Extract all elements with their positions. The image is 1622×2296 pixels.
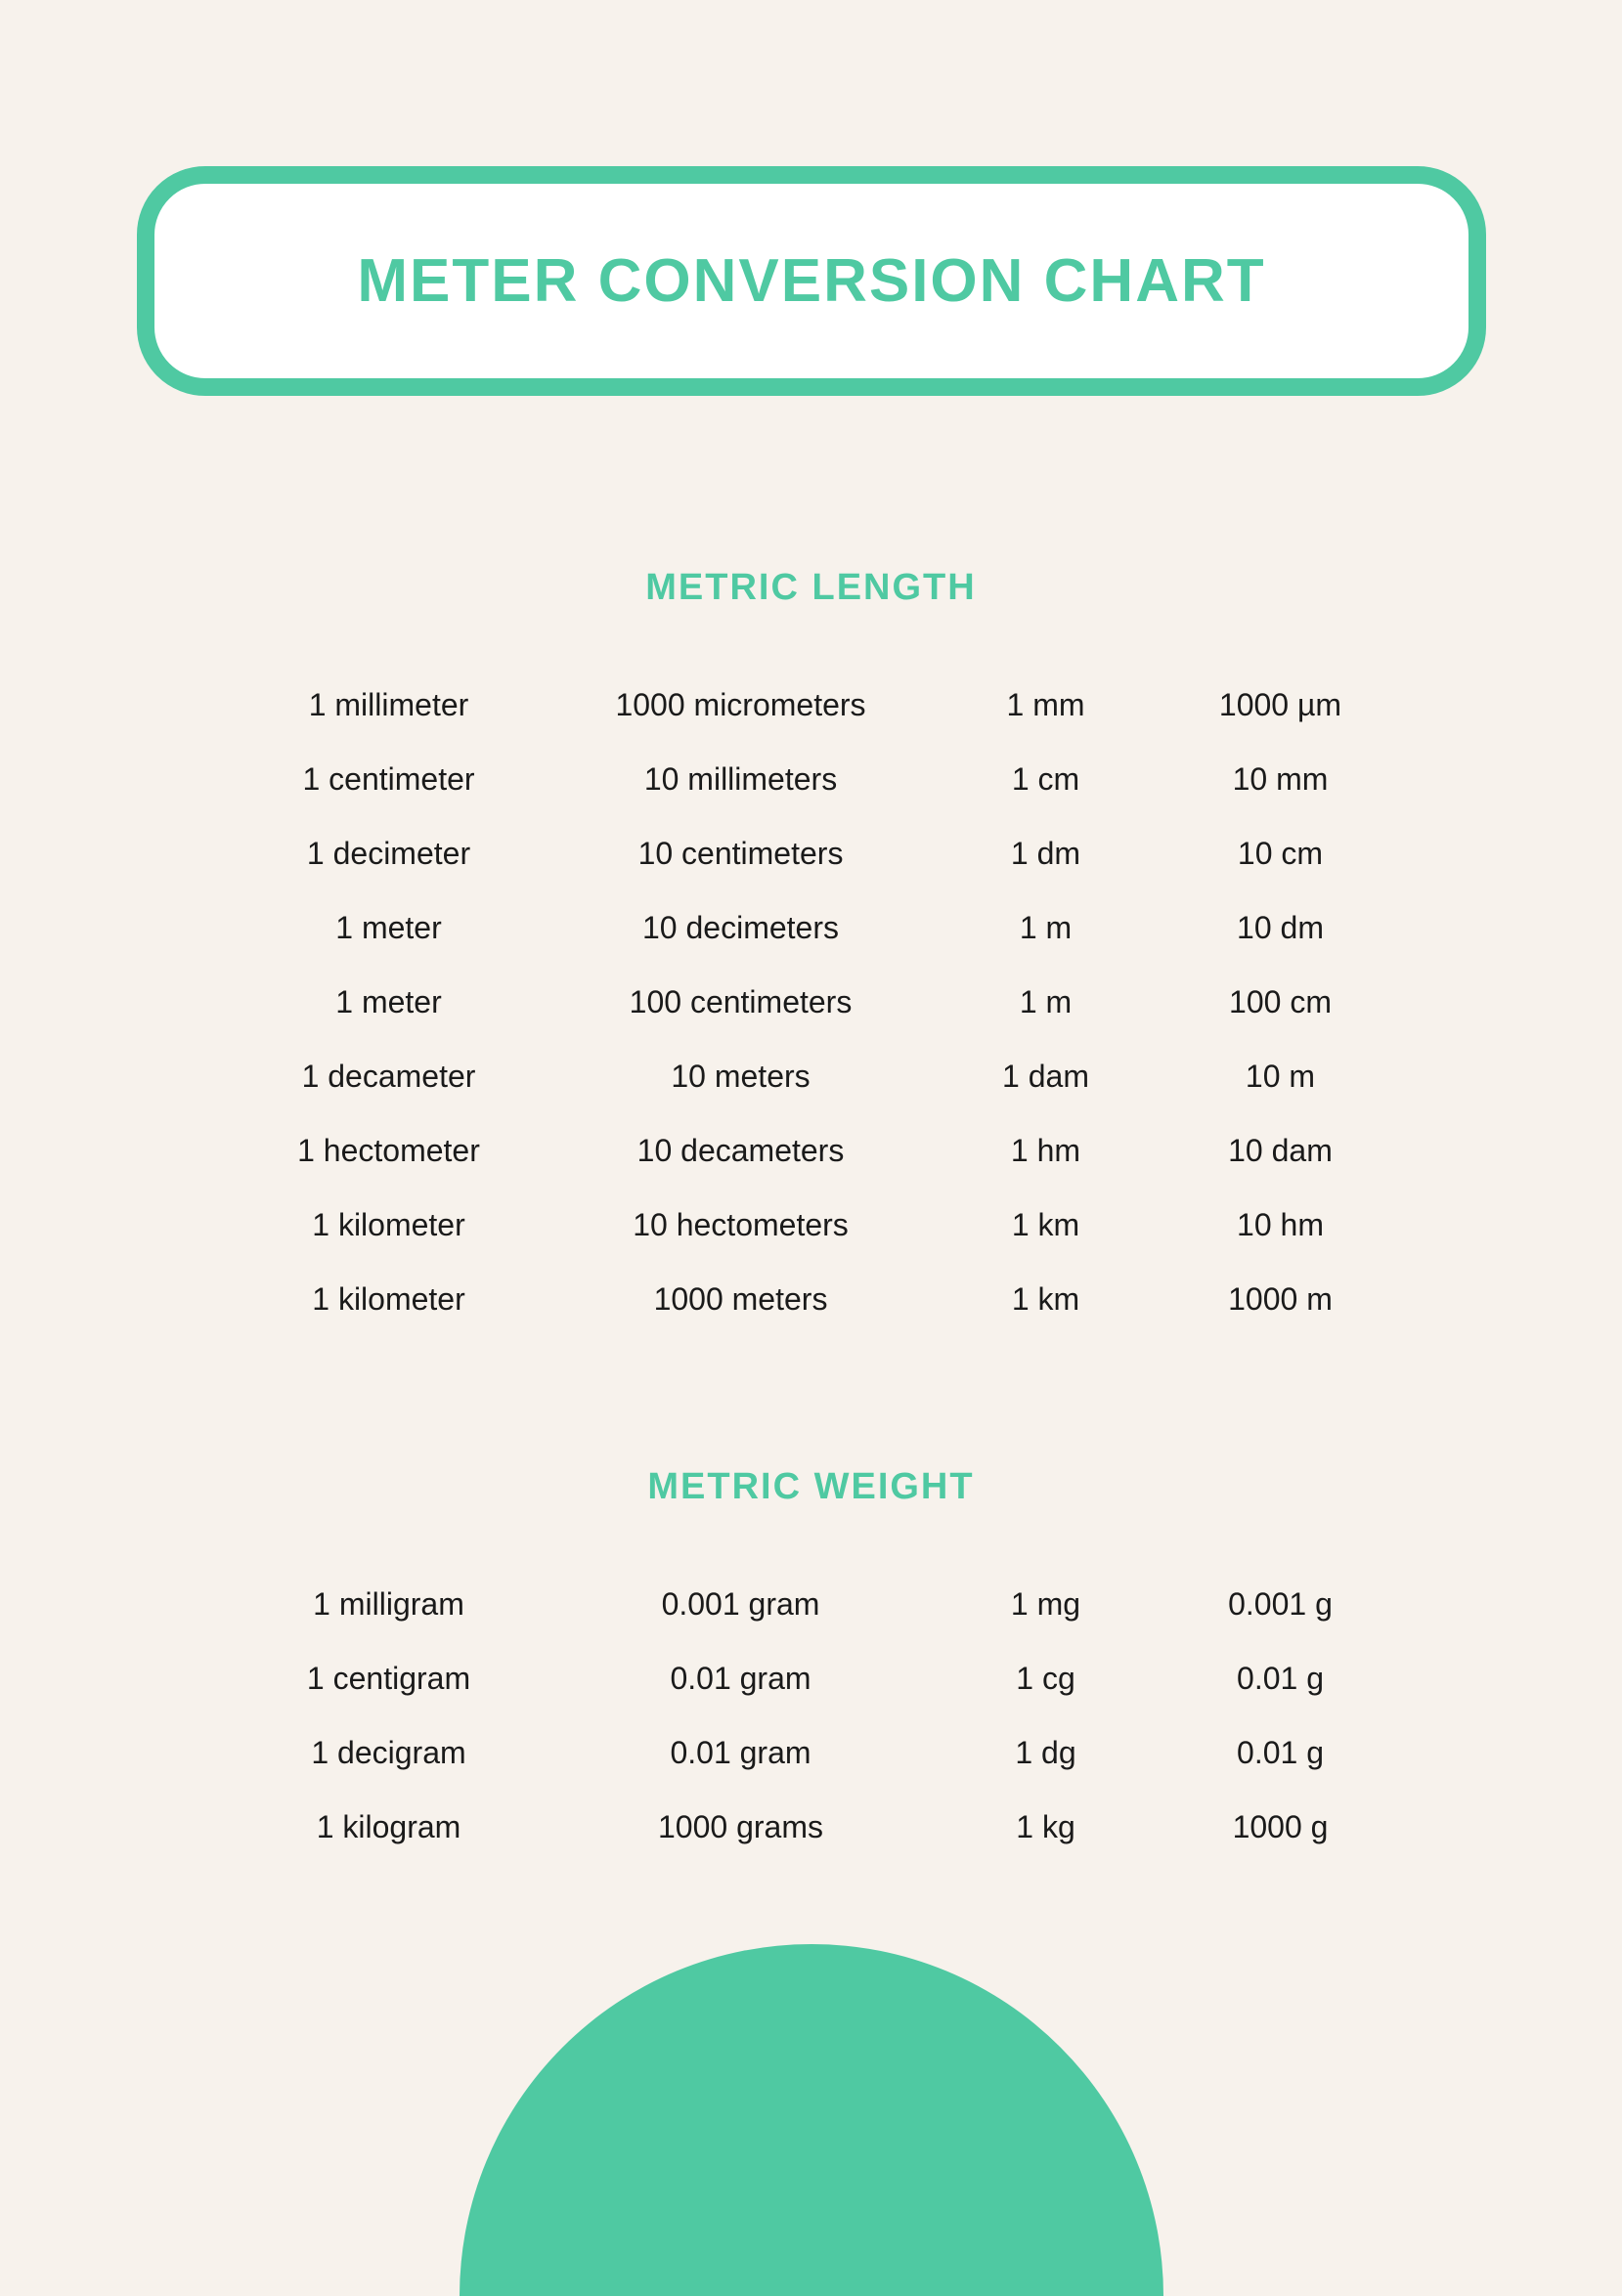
unit-long: 1 meter: [225, 984, 553, 1020]
equiv-long: 10 centimeters: [553, 836, 929, 872]
table-row: 1 decameter 10 meters 1 dam 10 m: [225, 1039, 1398, 1113]
equiv-short: 0.01 g: [1163, 1735, 1398, 1771]
unit-long: 1 meter: [225, 910, 553, 946]
equiv-long: 0.01 gram: [553, 1735, 929, 1771]
equiv-long: 1000 meters: [553, 1281, 929, 1318]
table-row: 1 meter 10 decimeters 1 m 10 dm: [225, 890, 1398, 965]
table-row: 1 kilometer 1000 meters 1 km 1000 m: [225, 1262, 1398, 1336]
equiv-long: 1000 grams: [553, 1809, 929, 1845]
equiv-long: 10 decimeters: [553, 910, 929, 946]
equiv-short: 10 dm: [1163, 910, 1398, 946]
equiv-short: 100 cm: [1163, 984, 1398, 1020]
unit-long: 1 centimeter: [225, 761, 553, 798]
unit-short: 1 cg: [929, 1661, 1163, 1697]
unit-long: 1 decameter: [225, 1059, 553, 1095]
unit-short: 1 mg: [929, 1586, 1163, 1623]
section-title-length: METRIC LENGTH: [225, 567, 1398, 609]
weight-table: 1 milligram 0.001 gram 1 mg 0.001 g 1 ce…: [225, 1567, 1398, 1864]
equiv-short: 10 cm: [1163, 836, 1398, 872]
equiv-short: 10 m: [1163, 1059, 1398, 1095]
page-title: METER CONVERSION CHART: [357, 246, 1265, 316]
equiv-long: 10 millimeters: [553, 761, 929, 798]
unit-long: 1 milligram: [225, 1586, 553, 1623]
decorative-semicircle: [460, 1944, 1163, 2296]
equiv-long: 10 hectometers: [553, 1207, 929, 1243]
unit-long: 1 decigram: [225, 1735, 553, 1771]
equiv-short: 1000 µm: [1163, 687, 1398, 723]
unit-long: 1 kilogram: [225, 1809, 553, 1845]
table-row: 1 hectometer 10 decameters 1 hm 10 dam: [225, 1113, 1398, 1188]
unit-long: 1 kilometer: [225, 1281, 553, 1318]
table-row: 1 kilogram 1000 grams 1 kg 1000 g: [225, 1790, 1398, 1864]
length-table: 1 millimeter 1000 micrometers 1 mm 1000 …: [225, 668, 1398, 1336]
equiv-short: 10 dam: [1163, 1133, 1398, 1169]
equiv-long: 10 decameters: [553, 1133, 929, 1169]
unit-short: 1 dam: [929, 1059, 1163, 1095]
unit-short: 1 mm: [929, 687, 1163, 723]
equiv-long: 100 centimeters: [553, 984, 929, 1020]
unit-long: 1 hectometer: [225, 1133, 553, 1169]
equiv-long: 1000 micrometers: [553, 687, 929, 723]
table-row: 1 decimeter 10 centimeters 1 dm 10 cm: [225, 816, 1398, 890]
equiv-short: 0.01 g: [1163, 1661, 1398, 1697]
unit-short: 1 km: [929, 1281, 1163, 1318]
equiv-short: 1000 m: [1163, 1281, 1398, 1318]
unit-short: 1 cm: [929, 761, 1163, 798]
unit-long: 1 centigram: [225, 1661, 553, 1697]
unit-long: 1 millimeter: [225, 687, 553, 723]
table-row: 1 centimeter 10 millimeters 1 cm 10 mm: [225, 742, 1398, 816]
table-row: 1 milligram 0.001 gram 1 mg 0.001 g: [225, 1567, 1398, 1641]
table-row: 1 kilometer 10 hectometers 1 km 10 hm: [225, 1188, 1398, 1262]
equiv-long: 0.001 gram: [553, 1586, 929, 1623]
unit-short: 1 kg: [929, 1809, 1163, 1845]
equiv-short: 0.001 g: [1163, 1586, 1398, 1623]
table-row: 1 decigram 0.01 gram 1 dg 0.01 g: [225, 1715, 1398, 1790]
section-title-weight: METRIC WEIGHT: [225, 1466, 1398, 1508]
equiv-long: 0.01 gram: [553, 1661, 929, 1697]
section-metric-length: METRIC LENGTH 1 millimeter 1000 micromet…: [225, 567, 1398, 1336]
unit-short: 1 dg: [929, 1735, 1163, 1771]
equiv-short: 10 hm: [1163, 1207, 1398, 1243]
table-row: 1 meter 100 centimeters 1 m 100 cm: [225, 965, 1398, 1039]
equiv-short: 1000 g: [1163, 1809, 1398, 1845]
unit-short: 1 m: [929, 984, 1163, 1020]
section-metric-weight: METRIC WEIGHT 1 milligram 0.001 gram 1 m…: [225, 1466, 1398, 1864]
unit-short: 1 km: [929, 1207, 1163, 1243]
unit-short: 1 dm: [929, 836, 1163, 872]
equiv-short: 10 mm: [1163, 761, 1398, 798]
title-box: METER CONVERSION CHART: [137, 166, 1486, 396]
equiv-long: 10 meters: [553, 1059, 929, 1095]
unit-long: 1 decimeter: [225, 836, 553, 872]
unit-short: 1 hm: [929, 1133, 1163, 1169]
unit-long: 1 kilometer: [225, 1207, 553, 1243]
table-row: 1 centigram 0.01 gram 1 cg 0.01 g: [225, 1641, 1398, 1715]
table-row: 1 millimeter 1000 micrometers 1 mm 1000 …: [225, 668, 1398, 742]
unit-short: 1 m: [929, 910, 1163, 946]
